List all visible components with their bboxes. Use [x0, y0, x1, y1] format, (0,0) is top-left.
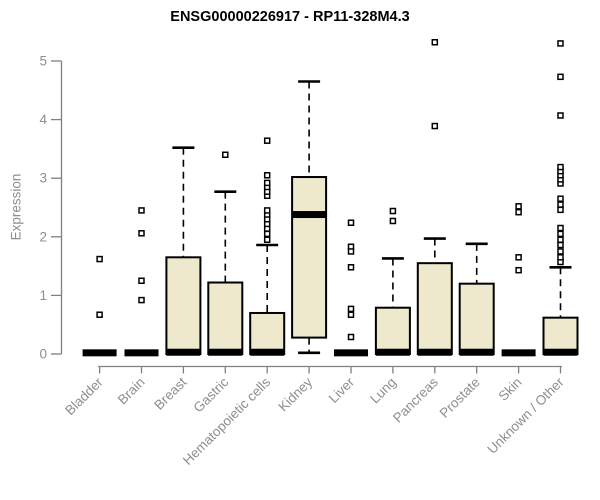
outlier-point [347, 333, 355, 341]
box [458, 282, 495, 355]
outlier-point [263, 172, 271, 179]
outlier-point [557, 195, 564, 202]
x-category-label: Bladder [62, 374, 106, 418]
outlier-point [515, 203, 522, 210]
y-tick-label: 3 [39, 171, 47, 186]
outlier-point [138, 296, 145, 304]
median-line [124, 349, 159, 357]
outlier-point [431, 38, 439, 46]
outlier-point [263, 230, 271, 238]
x-category-label: Unknown / Other [484, 374, 567, 457]
median-line [250, 348, 285, 356]
y-tick-label: 0 [39, 347, 47, 362]
outlier-point [138, 230, 145, 237]
x-category-label: Lung [367, 375, 399, 407]
median-line [292, 211, 327, 219]
outlier-point [347, 264, 355, 271]
box [165, 256, 202, 355]
x-category-label: Pancreas [390, 374, 441, 425]
x-category-label: Skin [496, 375, 525, 404]
outlier-point [389, 217, 397, 225]
outlier-point [557, 206, 564, 214]
outlier-point [138, 277, 145, 284]
outlier-point [557, 112, 564, 119]
box [416, 262, 453, 356]
median-line [501, 349, 536, 357]
outlier-point [263, 236, 271, 243]
outlier-point [557, 248, 564, 255]
outlier-point [557, 236, 564, 243]
outlier-point [557, 230, 564, 238]
outlier-point [389, 207, 397, 215]
y-tick-label: 2 [39, 229, 47, 244]
outlier-point [263, 137, 271, 144]
outlier-point [138, 207, 145, 214]
outlier-point [557, 201, 564, 208]
box [207, 281, 244, 355]
outlier-point [557, 40, 564, 47]
outlier-point [347, 305, 355, 313]
outlier-point [515, 208, 522, 216]
median-line [459, 348, 494, 356]
outlier-point [557, 163, 564, 171]
outlier-point [431, 122, 439, 130]
outlier-point [263, 179, 271, 187]
outlier-point [96, 311, 103, 318]
y-tick-label: 4 [39, 112, 47, 127]
outlier-point [263, 207, 271, 214]
box [249, 311, 286, 356]
median-line [543, 348, 578, 356]
median-line [334, 349, 368, 357]
outlier-point [557, 241, 564, 249]
outlier-point [347, 311, 355, 318]
outlier-point [347, 248, 355, 255]
outlier-point [222, 151, 229, 159]
x-category-label: Gastric [191, 374, 232, 415]
outlier-point [557, 224, 564, 232]
median-line [208, 348, 243, 356]
x-category-label: Kidney [275, 374, 315, 414]
y-tick-label: 1 [39, 288, 47, 303]
median-line [82, 349, 117, 357]
chart-title: ENSG00000226917 - RP11-328M4.3 [170, 9, 410, 25]
box [542, 316, 579, 355]
outlier-point [557, 73, 564, 81]
outlier-point [557, 254, 564, 261]
median-line [166, 348, 201, 356]
outlier-point [515, 254, 522, 261]
x-category-label: Breast [151, 374, 189, 412]
box [291, 176, 328, 339]
median-line [375, 348, 410, 356]
x-category-label: Brain [115, 375, 148, 408]
outlier-point [347, 219, 355, 226]
y-tick-label: 5 [39, 54, 47, 69]
x-category-label: Liver [326, 374, 358, 406]
x-category-label: Prostate [437, 375, 483, 421]
outlier-point [96, 255, 103, 263]
outlier-point [515, 266, 522, 274]
median-line [417, 348, 452, 356]
box [374, 306, 411, 355]
